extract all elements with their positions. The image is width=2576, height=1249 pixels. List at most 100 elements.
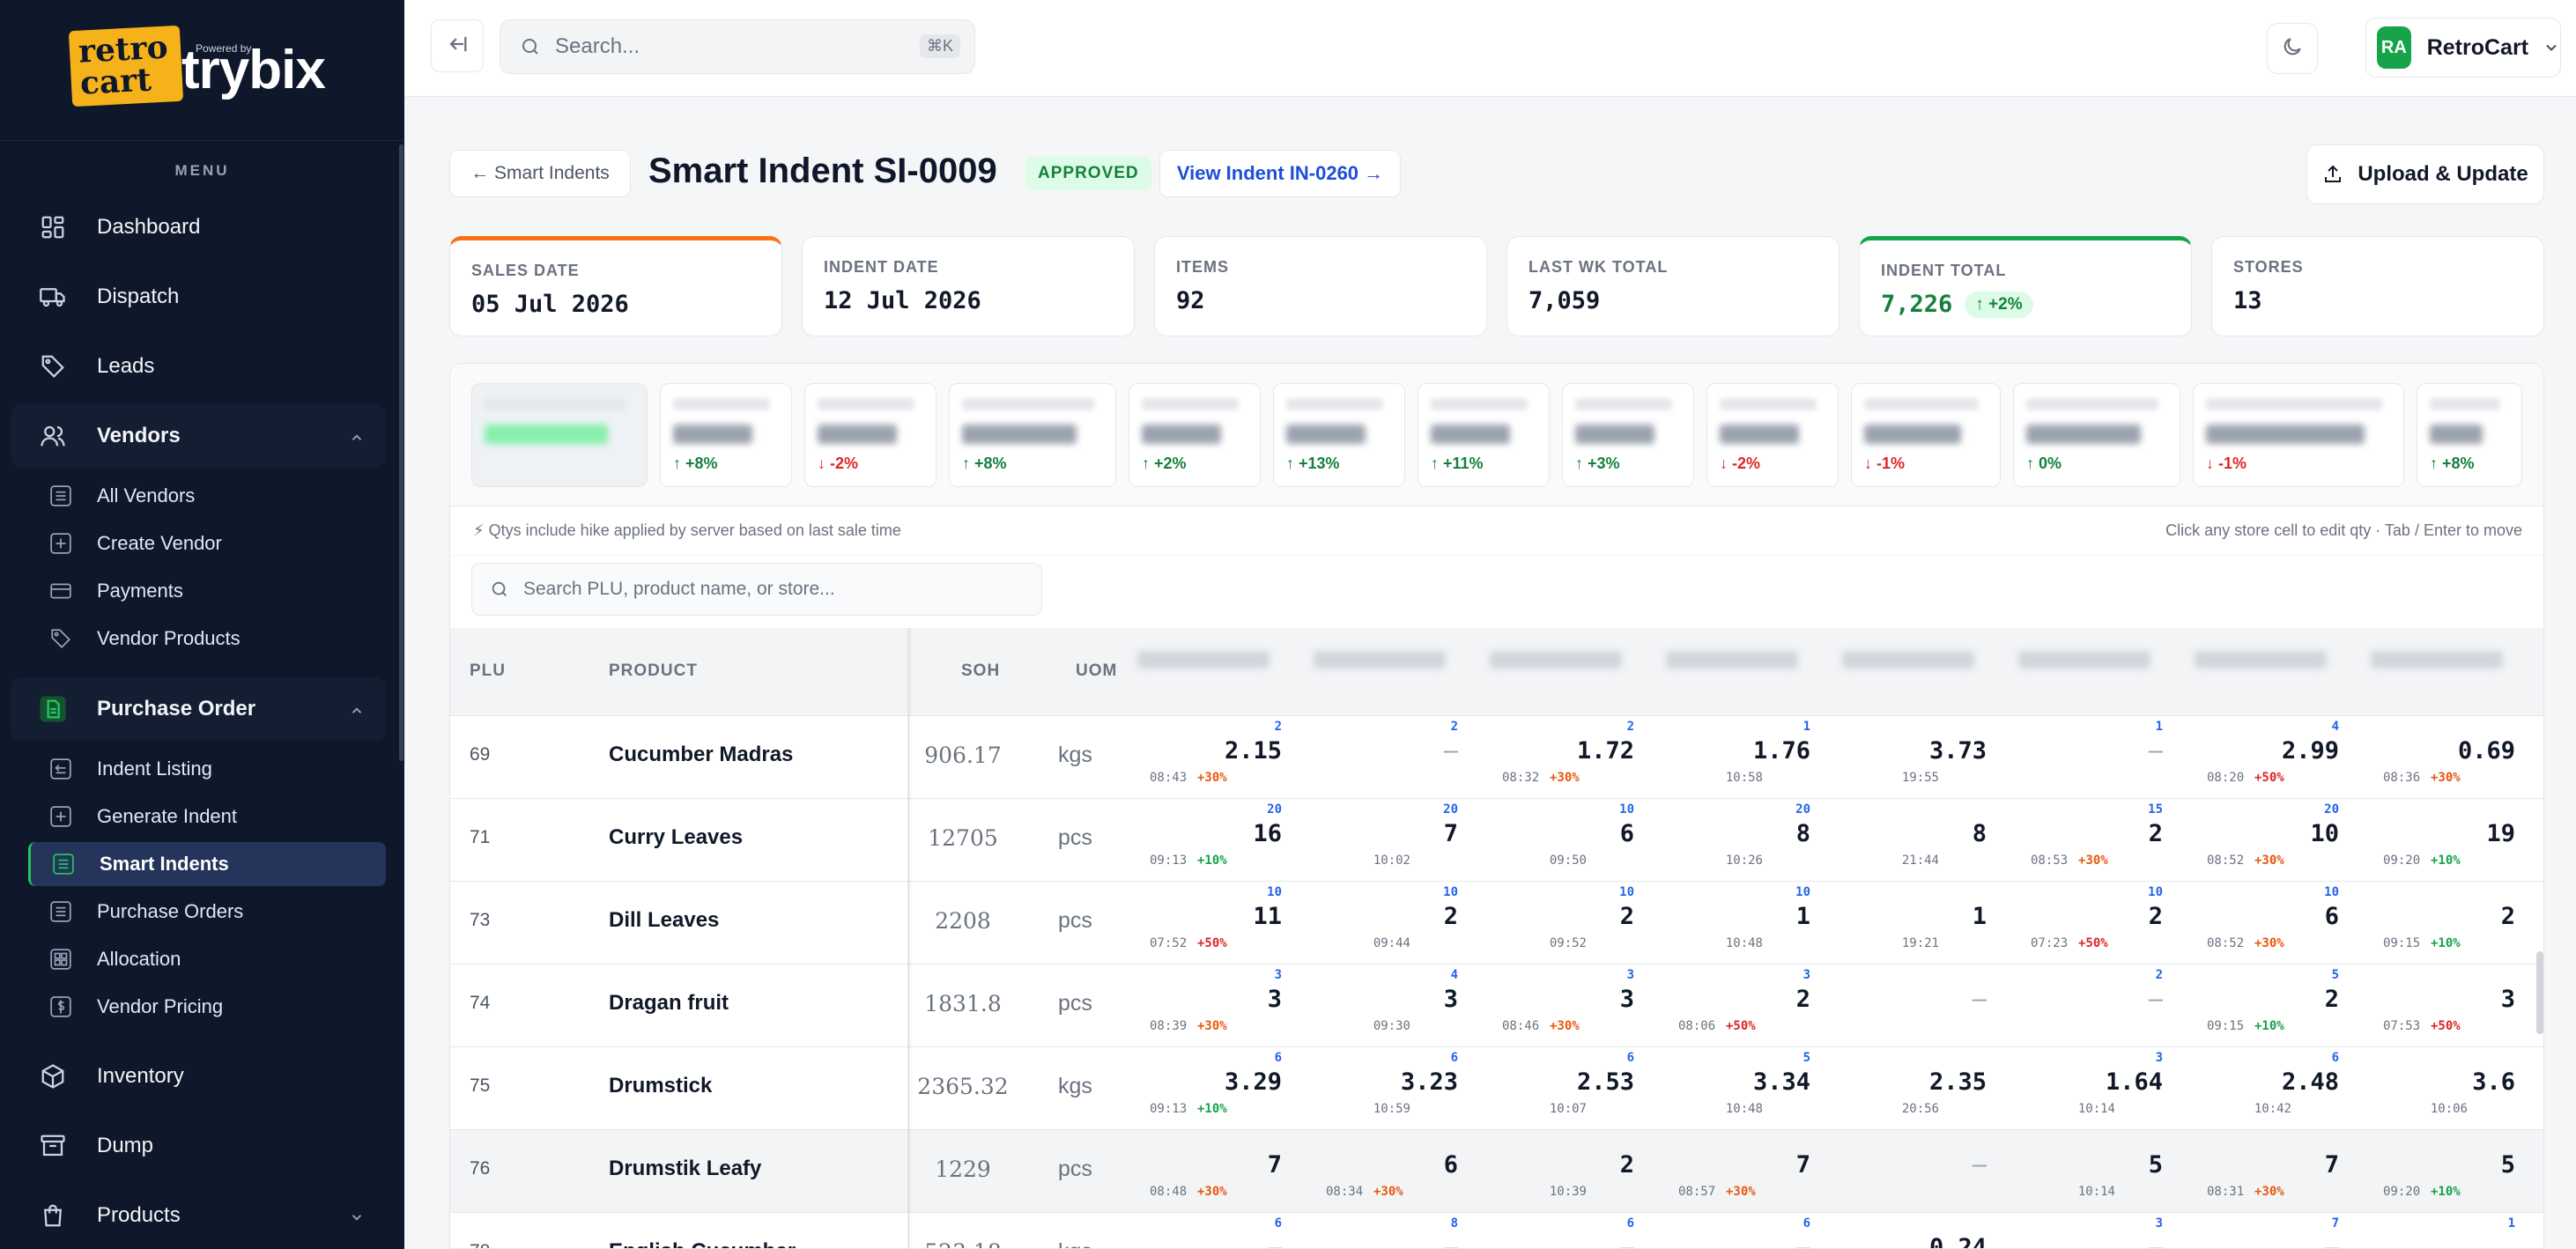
store-qty-cell[interactable]: 0.69 08:36 +30% [2353,716,2520,799]
store-qty-cell[interactable]: — [1825,964,1992,1047]
table-scrollbar[interactable] [2536,951,2543,1034]
store-qty-cell[interactable]: 2 1.72 08:32 +30% [1472,716,1640,799]
store-qty-cell[interactable]: 3 07:53 +50% [2353,964,2520,1047]
table-row[interactable]: 75 Drumstick 2365.32 kgs 6 3.29 09:13 +10% 6 3.23… [450,1047,2543,1130]
store-qty-cell[interactable]: 3.6 10:06 [2353,1047,2520,1130]
store-column-header[interactable] [2018,651,2150,669]
store-qty-cell[interactable]: 6— [1472,1213,1640,1248]
sidebar-item-dashboard[interactable]: Dashboard [11,196,386,259]
store-qty-cell[interactable]: 6 08:34 +30% [1296,1130,1463,1213]
sidebar-item-inventory[interactable]: Inventory [11,1045,386,1108]
sidebar-group-vendors[interactable]: Vendors [11,404,386,468]
sidebar-item-products[interactable]: Products [11,1184,386,1247]
sidebar-item-payments[interactable]: Payments [28,569,386,613]
sidebar-item-smart-indents[interactable]: Smart Indents [28,842,386,886]
store-column-header[interactable] [1666,651,1798,669]
sidebar-item-all-vendors[interactable]: All Vendors [28,474,386,518]
store-qty-cell[interactable]: 20 10 08:52 +30% [2177,799,2344,882]
store-qty-cell[interactable]: 10 2 09:44 [1296,882,1463,964]
store-qty-cell[interactable]: 15 2 08:53 +30% [2001,799,2168,882]
store-qty-cell[interactable]: 1 19:21 [1825,882,1992,964]
table-row[interactable]: 71 Curry Leaves 12705 pcs 20 16 09:13 +10% 20 7 10… [450,799,2543,882]
store-qty-cell[interactable]: 10 6 09:50 [1472,799,1640,882]
sidebar-item-indent-listing[interactable]: Indent Listing [28,747,386,791]
column-header-uom[interactable]: UOM [1076,661,1118,680]
collapse-sidebar-button[interactable] [431,19,484,72]
store-qty-cell[interactable]: 7— [2177,1213,2344,1248]
store-qty-cell[interactable]: 20 7 10:02 [1296,799,1463,882]
column-header-plu[interactable]: PLU [470,661,506,680]
sidebar-item-generate-indent[interactable]: Generate Indent [28,794,386,839]
store-qty-cell[interactable]: 6 2.53 10:07 [1472,1047,1640,1130]
store-qty-cell[interactable]: 10 6 08:52 +30% [2177,882,2344,964]
sidebar-item-dump[interactable]: Dump [11,1114,386,1178]
store-qty-cell[interactable]: 10 2 09:52 [1472,882,1640,964]
store-qty-cell[interactable]: 20 16 09:13 +10% [1120,799,1287,882]
table-search-input[interactable]: Search PLU, product name, or store... [471,563,1042,616]
store-qty-cell[interactable]: 5 3.34 10:48 [1648,1047,1816,1130]
sidebar-scrollbar[interactable] [399,144,403,761]
store-qty-cell[interactable]: 10 11 07:52 +50% [1120,882,1287,964]
back-to-smart-indents-button[interactable]: ← Smart Indents [449,150,631,197]
store-qty-cell[interactable]: 7 08:48 +30% [1120,1130,1287,1213]
store-qty-cell[interactable]: 7 08:31 +30% [2177,1130,2344,1213]
store-column-header[interactable] [1314,651,1446,669]
sidebar-item-vendor-products[interactable]: Vendor Products [28,617,386,661]
table-row[interactable]: 74 Dragan fruit 1831.8 pcs 3 3 08:39 +30% 4 3 09:3… [450,964,2543,1047]
store-qty-cell[interactable]: 10 1 10:48 [1648,882,1816,964]
brand-logo[interactable]: retro cart Powered by trybix [0,0,404,141]
store-qty-cell[interactable]: 2 09:15 +10% [2353,882,2520,964]
store-qty-cell[interactable]: 2.35 20:56 [1825,1047,1992,1130]
store-qty-cell[interactable]: 10 2 07:23 +50% [2001,882,2168,964]
column-header-product[interactable]: PRODUCT [609,661,698,680]
store-qty-cell[interactable]: 0.24 [1825,1213,1992,1248]
store-column-header[interactable] [2371,651,2503,669]
sidebar-item-leads[interactable]: Leads [11,335,386,398]
store-column-header[interactable] [1137,651,1269,669]
sidebar-item-purchase-orders[interactable]: Purchase Orders [28,890,386,934]
store-qty-cell[interactable]: 6 3.29 09:13 +10% [1120,1047,1287,1130]
store-qty-cell[interactable]: 2 10:39 [1472,1130,1640,1213]
store-qty-cell[interactable]: 5 2 09:15 +10% [2177,964,2344,1047]
store-qty-cell[interactable]: 6 2.48 10:42 [2177,1047,2344,1130]
table-row[interactable]: 76 Drumstik Leafy 1229 pcs 7 08:48 +30% 6 08:34 +… [450,1130,2543,1213]
store-qty-cell[interactable]: 2 2.15 08:43 +30% [1120,716,1287,799]
store-column-header[interactable] [1842,651,1974,669]
store-qty-cell[interactable]: 8 21:44 [1825,799,1992,882]
store-qty-cell[interactable]: 4 2.99 08:20 +50% [2177,716,2344,799]
store-qty-cell[interactable]: 3 2 08:06 +50% [1648,964,1816,1047]
table-row[interactable]: 73 Dill Leaves 2208 pcs 10 11 07:52 +50% 10 2 09:4… [450,882,2543,964]
theme-toggle-button[interactable] [2267,23,2318,74]
store-qty-cell[interactable]: 19 09:20 +10% [2353,799,2520,882]
store-qty-cell[interactable]: 3 3 08:46 +30% [1472,964,1640,1047]
store-qty-cell[interactable]: 8— [1296,1213,1463,1248]
sidebar-item-create-vendor[interactable]: Create Vendor [28,521,386,565]
view-indent-link[interactable]: View Indent IN-0260 → [1159,150,1401,197]
store-qty-cell[interactable]: 6 3.23 10:59 [1296,1047,1463,1130]
sidebar-item-vendor-pricing[interactable]: Vendor Pricing [28,985,386,1029]
column-header-soh[interactable]: SOH [961,661,1001,680]
store-qty-cell[interactable]: 20 8 10:26 [1648,799,1816,882]
store-qty-cell[interactable]: 2— [2001,964,2168,1047]
store-qty-cell[interactable]: 6— [1648,1213,1816,1248]
store-qty-cell[interactable]: 5 10:14 [2001,1130,2168,1213]
store-qty-cell[interactable]: 3.73 19:55 [1825,716,1992,799]
store-qty-cell[interactable]: 1 1.76 10:58 [1648,716,1816,799]
store-qty-cell[interactable]: 3 1.64 10:14 [2001,1047,2168,1130]
sidebar-item-allocation[interactable]: Allocation [28,937,386,981]
store-qty-cell[interactable]: 2— [1296,716,1463,799]
sidebar-group-purchase-order[interactable]: Purchase Order [11,677,386,741]
table-row[interactable]: 69 Cucumber Madras 906.17 kgs 2 2.15 08:43 +30%… [450,716,2543,799]
user-menu-button[interactable]: RA RetroCart [2365,18,2561,78]
store-qty-cell[interactable]: — [1825,1130,1992,1213]
store-qty-cell[interactable]: 3— [2001,1213,2168,1248]
store-qty-cell[interactable]: 4 3 09:30 [1296,964,1463,1047]
store-qty-cell[interactable]: 7 08:57 +30% [1648,1130,1816,1213]
sidebar-item-dispatch[interactable]: Dispatch [11,265,386,329]
upload-update-button[interactable]: Upload & Update [2306,144,2544,204]
store-qty-cell[interactable]: 3 3 08:39 +30% [1120,964,1287,1047]
store-qty-cell[interactable]: 1 [2353,1213,2520,1248]
store-qty-cell[interactable]: 5 09:20 +10% [2353,1130,2520,1213]
table-row[interactable]: 78English Cucumber523.18kgs6—8—6—6—0.243… [450,1213,2543,1248]
store-qty-cell[interactable]: 6— [1120,1213,1287,1248]
